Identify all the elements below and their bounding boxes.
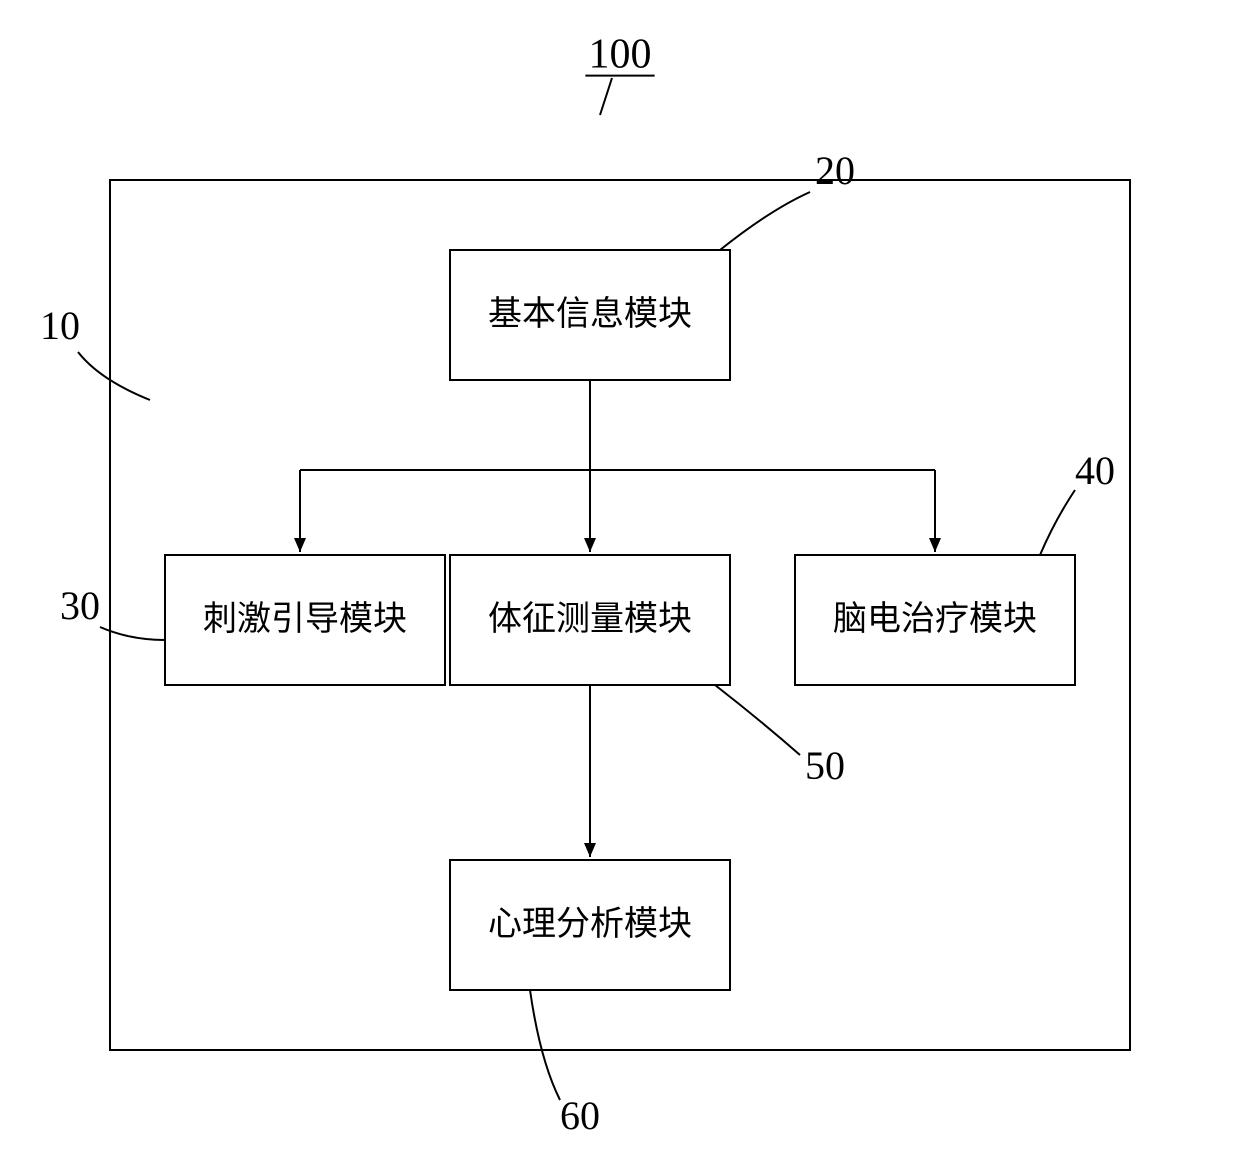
figure-ref-100-tick: [600, 78, 612, 115]
module-label-b30: 刺激引导模块: [203, 600, 407, 638]
ref-label-b60: 60: [560, 1093, 600, 1138]
module-label-b60: 心理分析模块: [488, 905, 692, 943]
ref-lead-b50: [715, 685, 800, 755]
ref-label-10: 10: [40, 303, 80, 348]
ref-label-b40: 40: [1075, 448, 1115, 493]
ref-label-b30: 30: [60, 583, 100, 628]
ref-lead-b40: [1040, 490, 1075, 555]
ref-lead-b20: [720, 192, 810, 250]
module-label-b20: 基本信息模块: [488, 295, 692, 333]
ref-lead-b60: [530, 990, 560, 1100]
figure-ref-100: 100: [589, 32, 652, 78]
module-label-b40: 脑电治疗模块: [833, 600, 1037, 638]
ref-label-b20: 20: [815, 148, 855, 193]
module-label-b50: 体征测量模块: [488, 600, 692, 638]
ref-lead-10: [78, 352, 150, 400]
ref-label-b50: 50: [805, 743, 845, 788]
